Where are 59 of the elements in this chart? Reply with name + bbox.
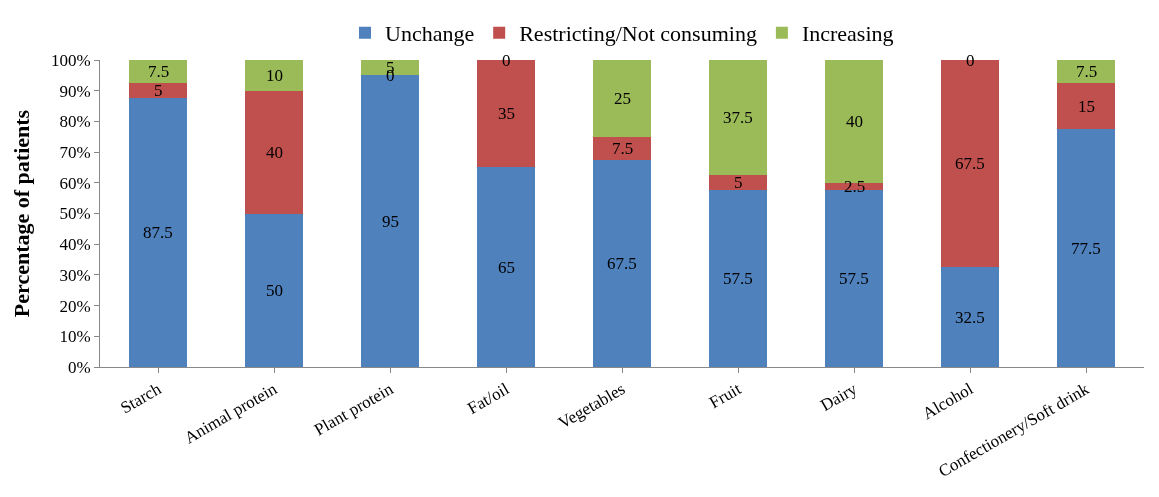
bar (709, 190, 767, 367)
bar (245, 60, 303, 91)
data-label: 65 (498, 258, 515, 277)
y-tick-label: 30% (59, 265, 91, 285)
bar (477, 167, 535, 367)
bar (245, 90, 303, 214)
legend-label: Increasing (801, 21, 894, 47)
data-label: 67.5 (955, 154, 985, 173)
y-tick-label: 70% (59, 143, 91, 163)
data-label: 7.5 (612, 139, 634, 158)
data-label: 5 (154, 81, 163, 100)
bar (129, 98, 187, 367)
x-tick-label: Starch (117, 379, 165, 418)
y-tick-label: 10% (59, 327, 91, 347)
y-tick-label: 60% (59, 173, 91, 193)
data-label: 25 (614, 89, 631, 108)
bar (709, 175, 767, 191)
data-label: 87.5 (143, 223, 173, 242)
data-label: 77.5 (1071, 239, 1101, 258)
bar (129, 60, 187, 84)
legend-label: Restricting/Not consuming (519, 21, 757, 47)
bar (1057, 60, 1115, 84)
x-tick-label: Fruit (706, 379, 745, 413)
y-tick-label: 90% (59, 81, 91, 101)
data-label: 57.5 (723, 269, 753, 288)
y-tick-label: 100% (50, 50, 91, 70)
data-label: 40 (266, 143, 283, 162)
y-tick-label: 0% (67, 357, 91, 377)
bar (825, 60, 883, 183)
data-label: 5 (734, 173, 743, 192)
bar (129, 83, 187, 99)
data-label: 57.5 (839, 269, 869, 288)
bar (593, 159, 651, 367)
data-label: 10 (266, 66, 283, 85)
data-label: 95 (382, 212, 399, 231)
data-label: 32.5 (955, 308, 985, 327)
y-tick-label: 80% (59, 112, 91, 132)
x-tick-label: Dairy (817, 379, 861, 416)
bar (593, 136, 651, 160)
bar (825, 190, 883, 367)
data-label: 7.5 (1076, 62, 1098, 81)
y-axis-title: Percentage of patients (8, 109, 34, 318)
data-label: 37.5 (723, 108, 753, 127)
bar (1057, 129, 1115, 367)
bar (593, 60, 651, 137)
y-tick-label: 50% (59, 204, 91, 224)
bar (245, 213, 303, 367)
data-label: 50 (266, 281, 283, 300)
data-label: 67.5 (607, 254, 637, 273)
y-tick-label: 20% (59, 296, 91, 316)
data-label: 15 (1078, 97, 1095, 116)
data-label: 35 (498, 104, 515, 123)
bar (1057, 83, 1115, 130)
y-tick-label: 40% (59, 235, 91, 255)
bar (709, 60, 767, 176)
data-label: 7.5 (148, 62, 170, 81)
data-label: 40 (846, 112, 863, 131)
bar (941, 267, 999, 367)
legend-label: Unchange (385, 21, 475, 47)
